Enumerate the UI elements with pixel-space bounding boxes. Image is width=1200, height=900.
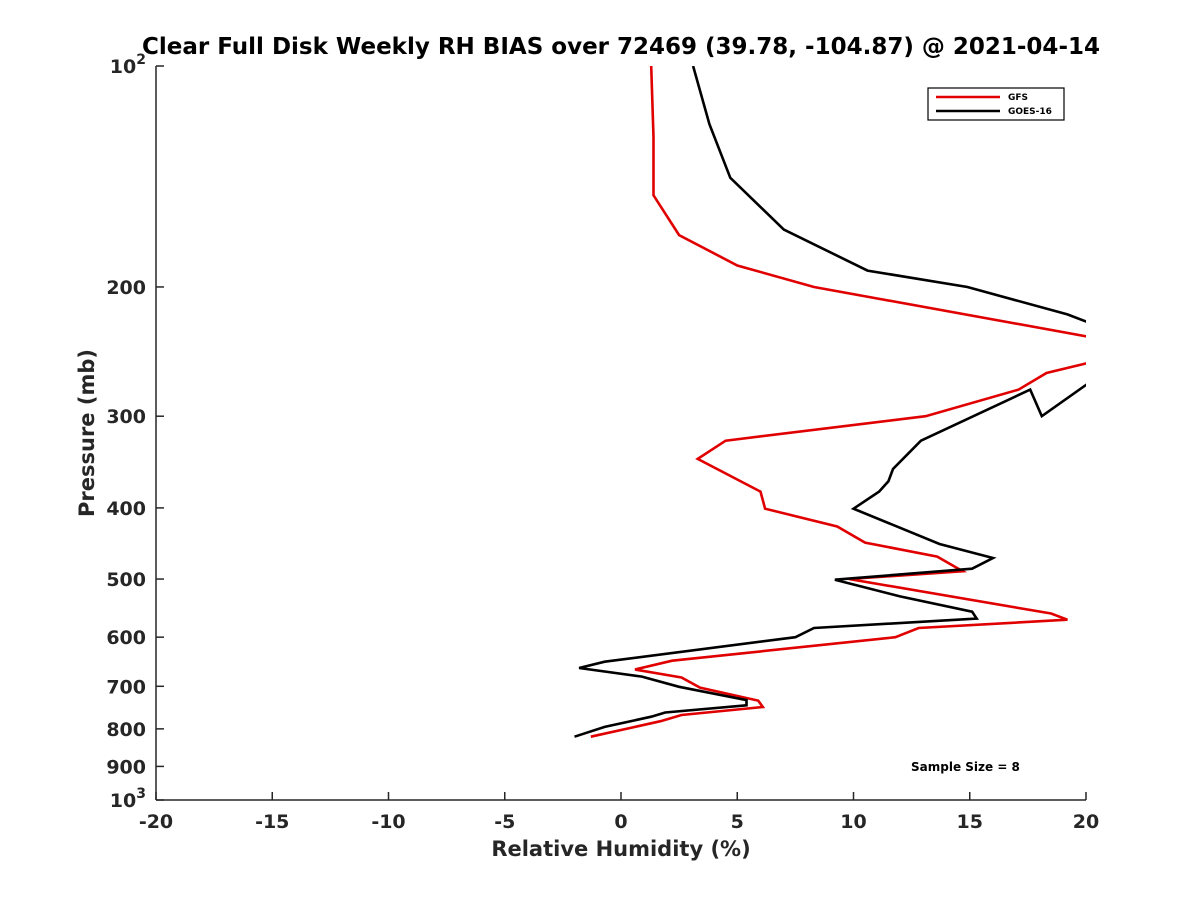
x-tick-label: 10 bbox=[840, 811, 866, 833]
legend-box bbox=[927, 87, 1065, 121]
x-tick-label: 15 bbox=[957, 811, 983, 833]
x-tick-label: -10 bbox=[371, 811, 405, 833]
y-tick-label: 400 bbox=[106, 498, 146, 520]
legend-label-gfs: GFS bbox=[1008, 93, 1028, 103]
series-line-gfs bbox=[590, 66, 1086, 738]
y-axis-label: Pressure (mb) bbox=[75, 349, 99, 517]
y-tick-label: 700 bbox=[106, 676, 146, 698]
sample-size-annotation: Sample Size = 8 bbox=[911, 760, 1020, 774]
x-axis-ticks: -20 -15 -10 -5 0 5 10 15 20 bbox=[139, 792, 1099, 833]
y-tick-label: 300 bbox=[106, 406, 146, 428]
x-tick-label: 5 bbox=[731, 811, 744, 833]
x-tick-label: -5 bbox=[494, 811, 515, 833]
y-tick-label: 200 bbox=[106, 277, 146, 299]
plot-axes bbox=[155, 66, 1086, 801]
y-tick-label: 500 bbox=[106, 569, 146, 591]
legend-label-goes-16: GOES-16 bbox=[1008, 107, 1052, 117]
legend: GFS GOES-16 bbox=[927, 87, 1065, 121]
series-line-goes-16 bbox=[574, 66, 1086, 738]
y-tick-label: 900 bbox=[106, 756, 146, 778]
x-tick-label: -20 bbox=[139, 811, 173, 833]
x-tick-label: 20 bbox=[1073, 811, 1099, 833]
chart-title: Clear Full Disk Weekly RH BIAS over 7246… bbox=[142, 34, 1100, 60]
x-tick-label: -15 bbox=[255, 811, 289, 833]
y-tick-label: 800 bbox=[106, 719, 146, 741]
y-axis-ticks: 102 200 300 400 500 600 700 800 900 103 bbox=[106, 52, 164, 812]
y-tick-label: 103 bbox=[110, 786, 146, 812]
series-layer bbox=[574, 66, 1086, 738]
x-tick-label: 0 bbox=[614, 811, 627, 833]
y-tick-label: 600 bbox=[106, 627, 146, 649]
x-axis-label: Relative Humidity (%) bbox=[491, 837, 750, 861]
y-tick-label: 102 bbox=[110, 52, 146, 78]
